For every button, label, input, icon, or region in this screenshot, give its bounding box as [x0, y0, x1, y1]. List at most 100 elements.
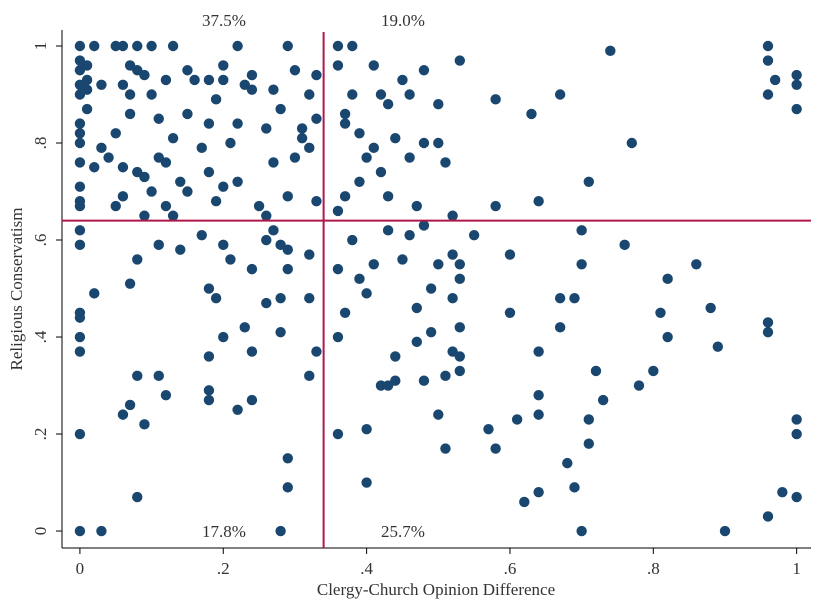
point [490, 200, 501, 212]
point [375, 380, 387, 391]
point [289, 152, 301, 163]
point [490, 94, 501, 105]
point [354, 273, 365, 285]
point [361, 477, 372, 488]
point [791, 491, 802, 503]
point [132, 370, 143, 382]
point [311, 113, 322, 124]
point [182, 65, 193, 76]
point [762, 326, 774, 338]
point [468, 229, 480, 241]
quadrant-share: 25.7% [381, 522, 425, 541]
point [382, 99, 394, 110]
point [203, 351, 215, 362]
point [619, 239, 630, 251]
y-tick-label: .6 [31, 234, 50, 247]
point [554, 322, 566, 333]
point [268, 84, 279, 95]
point [146, 89, 157, 100]
point [590, 365, 602, 377]
point [569, 293, 580, 304]
point [203, 394, 215, 406]
point [261, 123, 272, 134]
point [117, 79, 129, 91]
point [791, 79, 802, 91]
point [347, 234, 358, 246]
point [583, 438, 595, 449]
point [454, 55, 465, 66]
point [483, 423, 494, 435]
point [81, 74, 93, 86]
point [382, 191, 394, 202]
point [110, 128, 121, 139]
point [139, 419, 150, 430]
point [153, 239, 164, 251]
point [139, 171, 150, 183]
point [74, 312, 86, 323]
y-tick-label: 0 [31, 527, 50, 536]
x-tick-label: .8 [647, 559, 660, 578]
x-tick-label: 1 [792, 559, 801, 578]
quadrant-share: 37.5% [202, 11, 246, 30]
point [762, 317, 774, 328]
point [182, 108, 193, 120]
point [203, 385, 215, 396]
point [576, 525, 587, 537]
point [74, 40, 86, 52]
point [253, 200, 265, 212]
point [218, 74, 229, 86]
point [81, 60, 93, 71]
point [282, 244, 293, 255]
point [375, 89, 387, 100]
x-tick-label: .2 [217, 559, 230, 578]
point [433, 99, 444, 110]
point [218, 331, 229, 343]
point [332, 331, 344, 343]
x-tick-label: 0 [76, 559, 85, 578]
point [511, 414, 523, 425]
point [275, 293, 286, 304]
point [418, 65, 430, 76]
point [225, 254, 236, 265]
point [454, 365, 465, 377]
point [454, 273, 465, 285]
point [89, 40, 100, 52]
point [390, 132, 401, 144]
x-axis-title: Clergy-Church Opinion Difference [317, 580, 555, 599]
point [81, 103, 93, 115]
point [339, 108, 351, 120]
point [304, 370, 315, 382]
y-axis-title: Religious Conservatism [7, 208, 26, 371]
point [196, 229, 207, 241]
point [447, 293, 458, 304]
point [433, 259, 444, 270]
point [96, 79, 107, 91]
point [289, 65, 301, 76]
point [89, 288, 100, 299]
point [454, 322, 465, 333]
point [232, 40, 243, 52]
point [662, 331, 673, 343]
point [74, 346, 86, 357]
point [282, 482, 293, 493]
y-tick-label: .4 [31, 330, 50, 343]
point [332, 40, 344, 52]
point [203, 283, 215, 294]
point [533, 487, 544, 498]
point [490, 443, 501, 454]
point [440, 157, 451, 168]
point [167, 210, 179, 221]
point [339, 191, 351, 202]
point [390, 351, 401, 362]
point [296, 132, 308, 144]
point [576, 225, 587, 236]
point [203, 74, 215, 86]
point [433, 409, 444, 420]
point [433, 137, 444, 149]
point [332, 263, 344, 275]
point [110, 40, 121, 52]
point [175, 244, 186, 255]
point [117, 162, 129, 173]
point [246, 84, 258, 95]
